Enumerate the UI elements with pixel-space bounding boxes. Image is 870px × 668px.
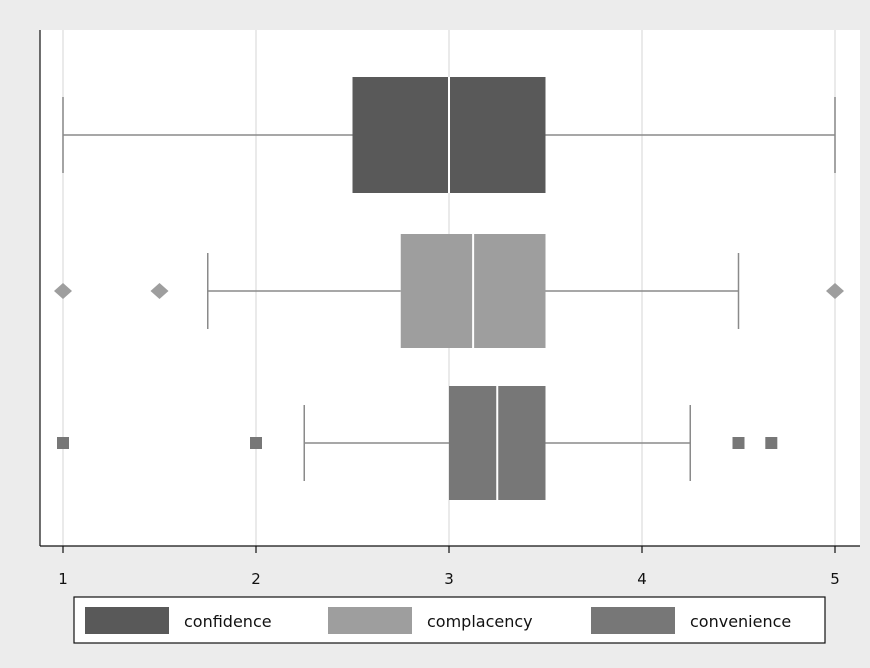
outlier-point: [250, 437, 262, 449]
box-complacency: [54, 234, 844, 348]
boxes: [54, 77, 844, 500]
legend: confidence complacency convenience: [73, 596, 826, 644]
box-confidence: [62, 77, 836, 193]
legend-swatch: [85, 607, 169, 634]
x-tick-label: 4: [637, 570, 647, 588]
outlier-point: [54, 283, 72, 299]
x-tick-label: 5: [830, 570, 840, 588]
outlier-point: [826, 283, 844, 299]
outlier-point: [57, 437, 69, 449]
x-tick-label: 2: [251, 570, 261, 588]
legend-label: complacency: [427, 612, 533, 631]
outlier-point: [732, 437, 745, 449]
x-tick-label: 1: [58, 570, 68, 588]
outlier-point: [150, 283, 169, 299]
box-convenience: [57, 386, 778, 500]
legend-swatch: [328, 607, 412, 634]
x-axis-ticks: 1 2 3 4 5: [58, 546, 840, 588]
legend-label: confidence: [184, 612, 272, 631]
x-tick-label: 3: [444, 570, 454, 588]
legend-frame: [73, 596, 826, 644]
legend-swatch: [591, 607, 675, 634]
legend-label: convenience: [690, 612, 791, 631]
outlier-point: [765, 437, 778, 449]
